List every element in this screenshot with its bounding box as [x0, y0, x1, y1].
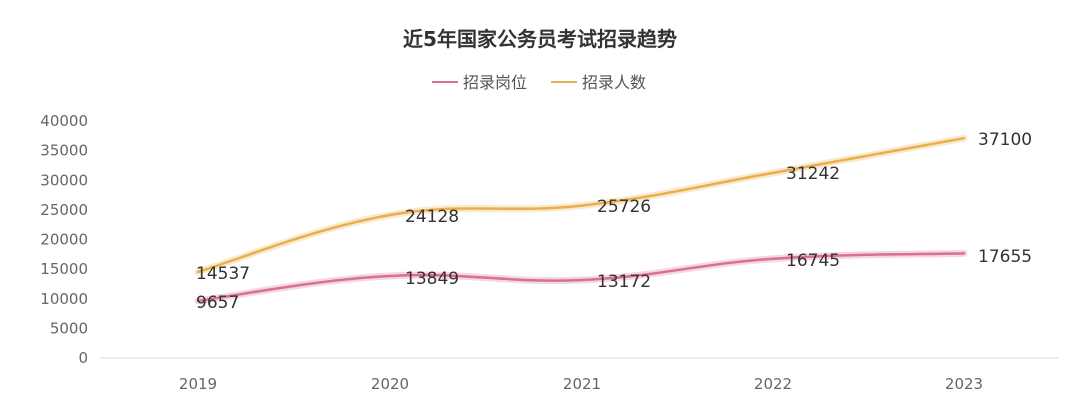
y-axis: 40000 35000 30000 25000 20000 15000 10000 5000 0 [40, 112, 88, 367]
legend-label-recruits: 招录人数 [582, 73, 646, 92]
x-tick-label: 2019 [179, 375, 217, 393]
series-line-recruits [196, 136, 966, 274]
y-tick-label: 25000 [40, 201, 88, 219]
x-axis: 2019 2020 2021 2022 2023 [179, 375, 983, 393]
data-label: 16745 [786, 251, 840, 271]
data-label: 37100 [978, 130, 1032, 150]
series-layer [194, 134, 968, 305]
y-tick-label: 15000 [40, 260, 88, 278]
y-tick-label: 20000 [40, 231, 88, 249]
data-label: 14537 [196, 264, 250, 284]
x-tick-label: 2022 [754, 375, 792, 393]
legend-label-positions: 招录岗位 [463, 73, 527, 92]
y-tick-label: 5000 [50, 319, 88, 337]
y-tick-label: 0 [78, 349, 88, 367]
x-tick-label: 2021 [563, 375, 601, 393]
x-tick-label: 2023 [945, 375, 983, 393]
y-tick-label: 10000 [40, 290, 88, 308]
y-tick-label: 40000 [40, 112, 88, 130]
y-tick-label: 30000 [40, 171, 88, 189]
data-label: 13849 [405, 269, 459, 289]
chart-title: 近5年国家公务员考试招录趋势 [403, 27, 677, 51]
data-label: 24128 [405, 207, 459, 227]
data-label: 17655 [978, 247, 1032, 267]
data-label: 31242 [786, 164, 840, 184]
series-line-positions-glow [194, 249, 968, 305]
y-tick-label: 35000 [40, 142, 88, 160]
x-tick-label: 2020 [371, 375, 409, 393]
data-labels: 9657 13849 13172 16745 17655 14537 24128 25726 3… [196, 130, 1032, 313]
data-label: 9657 [196, 293, 239, 313]
legend: 招录岗位 招录人数 [432, 73, 646, 92]
data-label: 25726 [597, 197, 651, 217]
data-label: 13172 [597, 272, 651, 292]
